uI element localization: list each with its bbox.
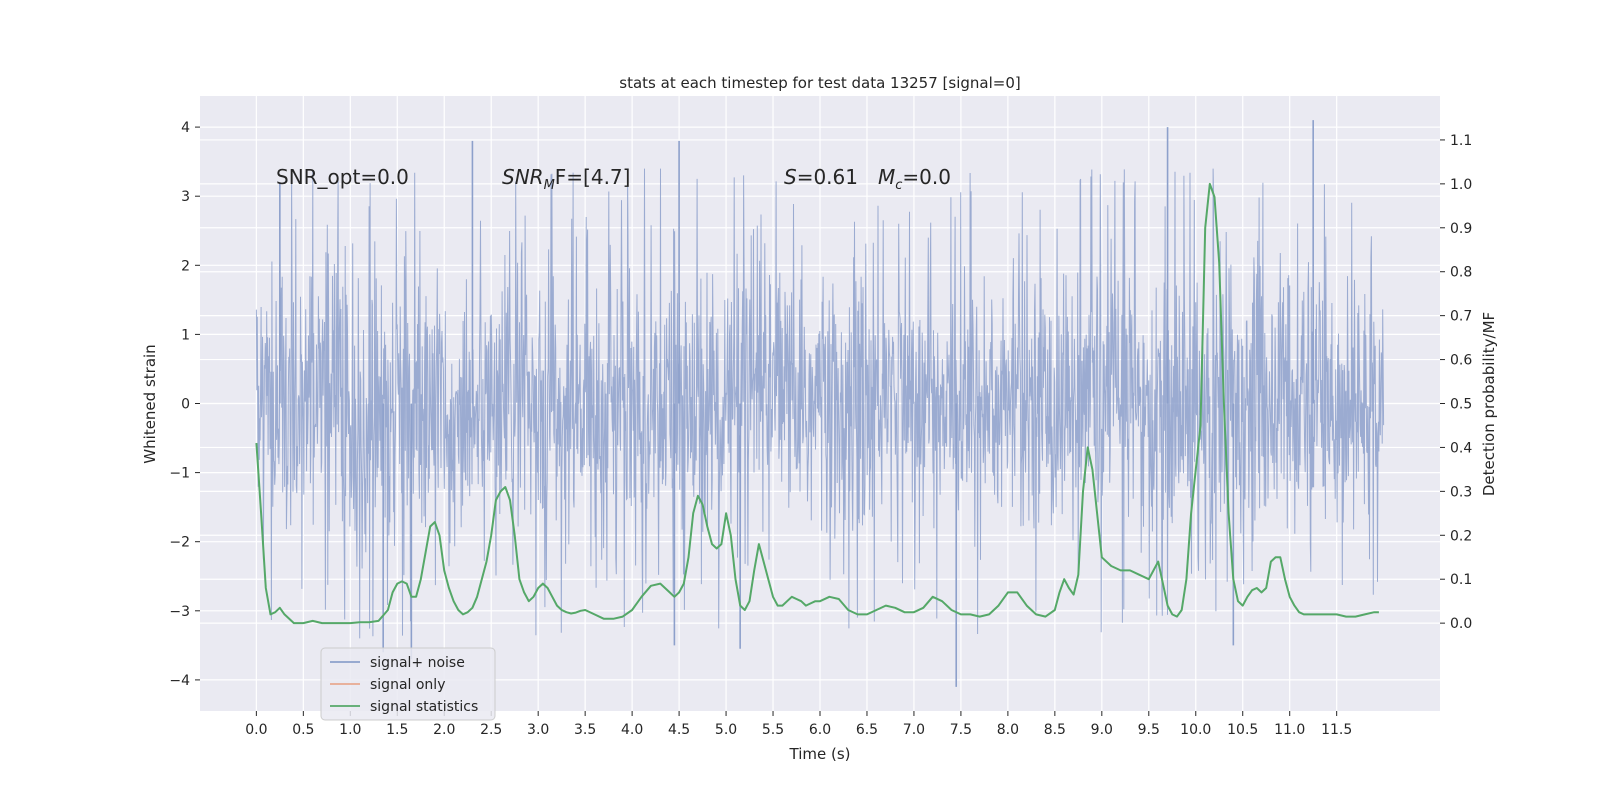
y-right-tick-label-4: 0.7	[1450, 309, 1472, 325]
annotation-mc: Mc=0.0	[878, 165, 951, 193]
legend: signal+ noise signal only signal statist…	[320, 647, 496, 721]
y-left-tick-label-2: 2	[181, 258, 190, 274]
noise-series	[255, 120, 1385, 687]
y-right-tick-label-3: 0.8	[1450, 265, 1472, 281]
x-tick-label-3: 1.5	[386, 722, 408, 738]
chart-title: stats at each timestep for test data 132…	[619, 74, 1020, 92]
x-axis-title: Time (s)	[789, 745, 851, 763]
y-left-tick-label-5: −1	[169, 466, 190, 482]
x-tick-label-5: 2.5	[480, 722, 502, 738]
annotation-mc-symbol: M	[878, 165, 895, 189]
x-tick-label-10: 5.0	[715, 722, 737, 738]
y-left-tick-label-0: 4	[181, 120, 190, 136]
statistics-series	[255, 182, 1379, 625]
x-tick-label-13: 6.5	[856, 722, 878, 738]
y-left-tick-label-1: 3	[181, 189, 190, 205]
legend-label-signal-noise: signal+ noise	[370, 655, 465, 671]
y-left-tick-label-8: −4	[169, 673, 190, 689]
annotation-snr-mf: SNRMF=[4.7]	[502, 165, 630, 193]
x-tick-label-0: 0.0	[245, 722, 267, 738]
y-left-tick-label-4: 0	[181, 397, 190, 413]
x-tick-label-7: 3.5	[574, 722, 596, 738]
y-right-tick-label-6: 0.5	[1450, 397, 1472, 413]
x-tick-label-23: 11.5	[1321, 722, 1352, 738]
y-left-tick-label-3: 1	[181, 327, 190, 343]
annotation-s: S=0.61	[784, 165, 858, 189]
y-right-tick-label-2: 0.9	[1450, 221, 1472, 237]
x-tick-label-12: 6.0	[809, 722, 831, 738]
annotation-snr-mf-rest: F=[4.7]	[555, 165, 631, 189]
x-tick-label-18: 9.0	[1091, 722, 1113, 738]
x-tick-label-9: 4.5	[668, 722, 690, 738]
y-right-tick-label-5: 0.6	[1450, 353, 1472, 369]
y-axis-right-title: Detection probability/MF	[1480, 312, 1498, 496]
annotation-s-value: =0.61	[797, 165, 858, 189]
x-tick-label-4: 2.0	[433, 722, 455, 738]
legend-box	[320, 647, 496, 721]
y-axis-right: 1.1 1.0 0.9 0.8 0.7 0.6 0.5 0.4 0.3 0.2 0.1 0.0	[1440, 133, 1472, 632]
x-tick-label-19: 9.5	[1138, 722, 1160, 738]
y-axis-left: 4 3 2 1 0 −1 −2 −3 −4	[169, 120, 200, 689]
x-tick-label-15: 7.5	[950, 722, 972, 738]
x-tick-label-2: 1.0	[339, 722, 361, 738]
annotation-snr-mf-sub: M	[544, 178, 555, 193]
x-tick-label-17: 8.5	[1044, 722, 1066, 738]
y-right-tick-label-7: 0.4	[1450, 440, 1472, 456]
x-tick-label-16: 8.0	[997, 722, 1019, 738]
annotation-mc-sub: c	[895, 178, 902, 193]
x-tick-label-20: 10.0	[1180, 722, 1211, 738]
legend-label-signal-statistics: signal statistics	[370, 699, 478, 715]
x-tick-label-8: 4.0	[621, 722, 643, 738]
y-right-tick-label-11: 0.0	[1450, 616, 1472, 632]
series-signal-statistics-line	[255, 182, 1379, 625]
y-right-tick-label-1: 1.0	[1450, 177, 1472, 193]
x-tick-label-21: 10.5	[1227, 722, 1258, 738]
x-tick-label-14: 7.0	[903, 722, 925, 738]
series-signal-noise-trace	[255, 168, 1385, 639]
y-left-tick-label-6: −2	[169, 535, 190, 551]
legend-label-signal-only: signal only	[370, 677, 445, 693]
y-right-tick-label-8: 0.3	[1450, 484, 1472, 500]
x-tick-label-11: 5.5	[762, 722, 784, 738]
annotation-snr-mf-main: SNR	[502, 165, 544, 189]
y-right-tick-label-0: 1.1	[1450, 133, 1472, 149]
y-axis-left-title: Whitened strain	[141, 344, 159, 463]
y-right-tick-label-10: 0.1	[1450, 572, 1472, 588]
x-tick-label-1: 0.5	[292, 722, 314, 738]
annotation-mc-value: =0.0	[902, 165, 951, 189]
annotation-snr-opt: SNR_opt=0.0	[276, 165, 409, 189]
y-left-tick-label-7: −3	[169, 604, 190, 620]
x-tick-label-22: 11.0	[1274, 722, 1305, 738]
y-right-tick-label-9: 0.2	[1450, 528, 1472, 544]
x-axis: 0.0 0.5 1.0 1.5 2.0 2.5 3.0 3.5 4.0 4.5 5.0 5.5 6.0 6…	[245, 711, 1352, 738]
x-tick-label-6: 3.0	[527, 722, 549, 738]
annotation-s-symbol: S	[784, 165, 797, 189]
